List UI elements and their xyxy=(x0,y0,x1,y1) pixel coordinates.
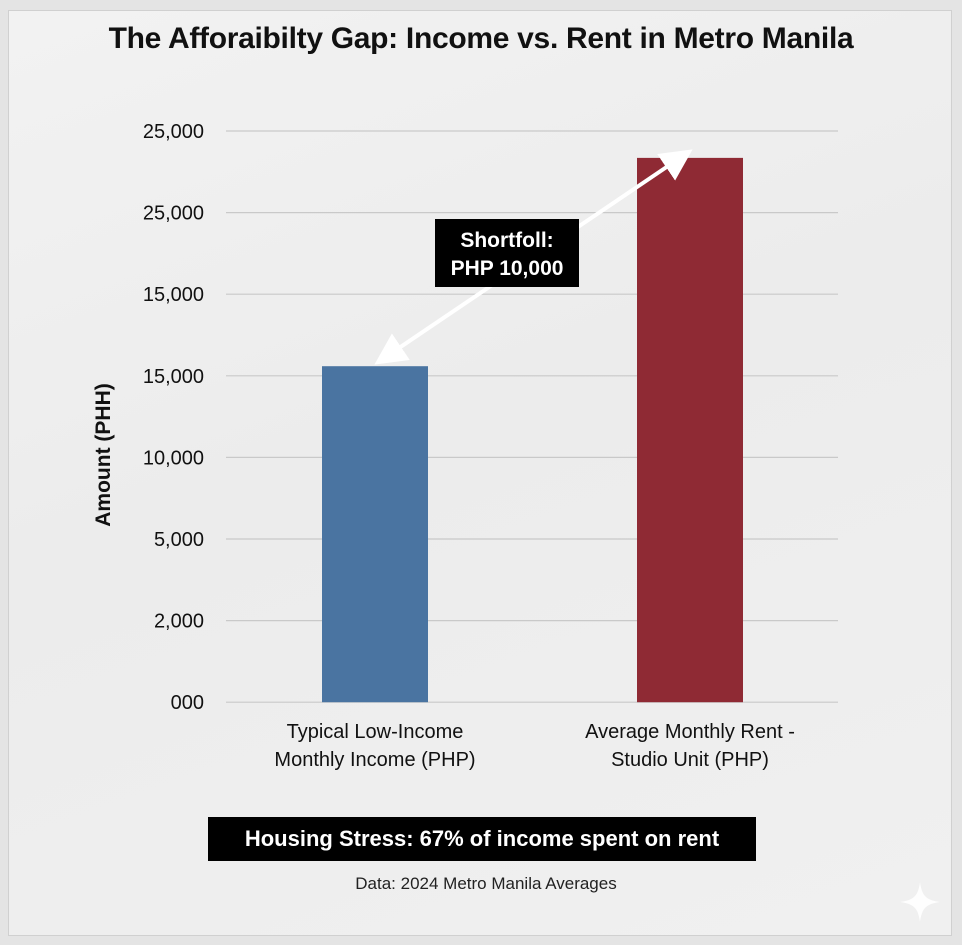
x-category-label: Typical Low-Income xyxy=(287,721,464,743)
data-source: Data: 2024 Metro Manila Averages xyxy=(355,874,617,893)
housing-stress-note: Housing Stress: 67% of income spent on r… xyxy=(208,817,756,861)
shortfall-label: PHP 10,000 xyxy=(451,257,564,280)
x-category-label: Average Monthly Rent - xyxy=(585,721,795,743)
x-category-label: Studio Unit (PHP) xyxy=(611,749,769,771)
y-tick-label: 25,000 xyxy=(143,203,204,225)
bar xyxy=(637,157,743,703)
y-tick-label: 25,000 xyxy=(143,121,204,143)
y-tick-label: 15,000 xyxy=(143,366,204,388)
y-tick-label: 15,000 xyxy=(143,284,204,306)
x-category-label: Monthly Income (PHP) xyxy=(274,749,475,771)
bar xyxy=(322,366,428,703)
y-tick-label: 000 xyxy=(171,692,204,714)
y-axis-label: Amount (PHH) xyxy=(92,383,115,526)
shortfall-box xyxy=(435,219,579,287)
shortfall-label: Shortfoll: xyxy=(460,229,553,252)
chart-title: The Afforaibilty Gap: Income vs. Rent in… xyxy=(108,22,854,55)
y-tick-label: 10,000 xyxy=(143,447,204,469)
y-tick-label: 5,000 xyxy=(154,529,204,551)
y-tick-label: 2,000 xyxy=(154,611,204,633)
sparkle-icon xyxy=(900,882,940,922)
